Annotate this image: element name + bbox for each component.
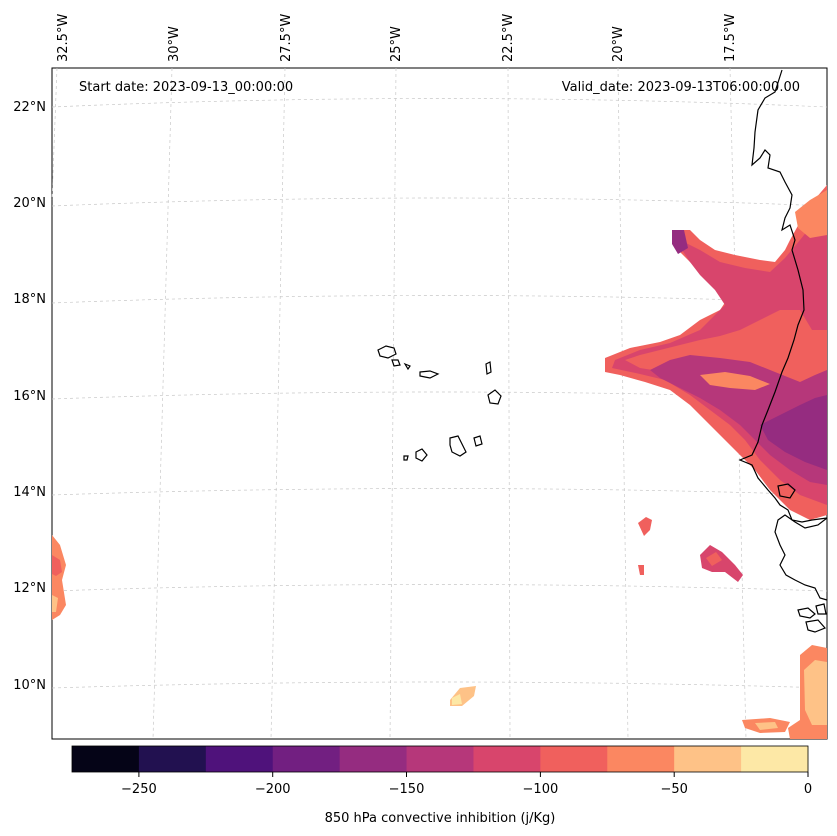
colorbar-tick-label: 0 bbox=[804, 782, 812, 797]
colorbar-tick-label: −250 bbox=[121, 782, 157, 797]
cape-verde-santiago bbox=[449, 435, 467, 457]
colorbar: −250 −200 −150 −100 −50 0 850 hPa convec… bbox=[71, 745, 812, 826]
contour-patch-3-inner bbox=[706, 552, 722, 566]
contour-region-east-light bbox=[700, 372, 770, 390]
colorbar-swatch bbox=[406, 746, 474, 772]
lat-label-18n: 18°N bbox=[13, 292, 46, 307]
valid-date-label: Valid_date: 2023-09-13T06:00:00.00 bbox=[562, 80, 800, 95]
cape-verde-sal bbox=[485, 361, 492, 375]
guinea-bissau-isles bbox=[797, 607, 816, 619]
contour-region-east-deep bbox=[650, 355, 827, 485]
cape-verde-santa-luzia bbox=[403, 362, 411, 371]
colorbar-tick-label: −50 bbox=[660, 782, 687, 797]
cape-verde-brava bbox=[403, 455, 409, 461]
contour-patch-west-inner bbox=[52, 555, 62, 576]
longitude-labels: 32.5°W 30°W 27.5°W 25°W 22.5°W 20°W 17.5… bbox=[56, 14, 738, 62]
colorbar-swatch bbox=[205, 746, 274, 772]
cape-verde-santo-antao bbox=[377, 345, 397, 359]
lat-label-12n: 12°N bbox=[13, 581, 46, 596]
lon-label-22-5w: 22.5°W bbox=[501, 14, 516, 62]
colorbar-tick-label: −100 bbox=[523, 782, 559, 797]
lat-label-20n: 20°N bbox=[13, 196, 46, 211]
contour-region-east-deeper bbox=[760, 395, 827, 470]
cape-verde-maio bbox=[473, 435, 483, 447]
contour-region-east-deep2 bbox=[672, 230, 688, 254]
africa-coastline bbox=[738, 69, 828, 523]
cape-verde-sao-vicente bbox=[391, 359, 401, 367]
colorbar-swatch bbox=[473, 746, 541, 772]
colorbar-outline bbox=[71, 745, 809, 773]
lon-label-27-5w: 27.5°W bbox=[279, 14, 294, 62]
contour-patch-west-light bbox=[52, 595, 58, 612]
colorbar-swatch bbox=[674, 746, 742, 772]
colorbar-swatch bbox=[607, 746, 675, 772]
colorbar-swatch bbox=[138, 746, 207, 772]
cape-verde-boa-vista bbox=[487, 389, 502, 405]
coastlines bbox=[377, 69, 828, 633]
colorbar-swatch bbox=[272, 746, 341, 772]
colorbar-swatch bbox=[540, 746, 608, 772]
colorbar-label: 850 hPa convective inhibition (j/Kg) bbox=[325, 811, 556, 826]
cin-contours bbox=[52, 185, 827, 739]
cape-verde-fogo bbox=[415, 448, 428, 462]
colorbar-swatch bbox=[741, 746, 809, 772]
latitude-labels: 22°N 20°N 18°N 16°N 14°N 12°N 10°N bbox=[13, 100, 46, 693]
guinea-bissau-isles-2 bbox=[805, 619, 827, 633]
lat-label-10n: 10°N bbox=[13, 678, 46, 693]
contour-patch-3 bbox=[700, 545, 743, 582]
guinea-bissau-isles-3 bbox=[815, 603, 827, 615]
contour-patch-south-light bbox=[452, 694, 462, 705]
contour-patch-se-2-light bbox=[755, 722, 778, 730]
lat-label-14n: 14°N bbox=[13, 485, 46, 500]
colorbar-swatches bbox=[72, 746, 809, 772]
colorbar-ticks: −250 −200 −150 −100 −50 0 bbox=[121, 772, 812, 797]
graticule bbox=[51, 67, 828, 740]
cape-verde-sao-nicolau bbox=[419, 370, 440, 379]
africa-coastline-south bbox=[774, 514, 828, 601]
contour-patch-1 bbox=[638, 517, 652, 536]
colorbar-tick-label: −150 bbox=[389, 782, 425, 797]
colorbar-tick-label: −200 bbox=[255, 782, 291, 797]
colorbar-swatch bbox=[72, 746, 140, 772]
contour-patch-se-1-light bbox=[804, 660, 827, 725]
lon-label-25w: 25°W bbox=[389, 26, 404, 62]
lat-label-16n: 16°N bbox=[13, 389, 46, 404]
lon-label-20w: 20°W bbox=[611, 26, 626, 62]
lon-label-17-5w: 17.5°W bbox=[723, 14, 738, 62]
lon-label-32-5w: 32.5°W bbox=[56, 14, 71, 62]
gambia-outline bbox=[777, 483, 796, 499]
start-date-label: Start date: 2023-09-13_00:00:00 bbox=[79, 80, 293, 95]
contour-region-east-light2 bbox=[795, 190, 827, 238]
lon-label-30w: 30°W bbox=[167, 26, 182, 62]
lat-label-22n: 22°N bbox=[13, 100, 46, 115]
colorbar-swatch bbox=[339, 746, 408, 772]
contour-patch-2 bbox=[638, 565, 644, 575]
